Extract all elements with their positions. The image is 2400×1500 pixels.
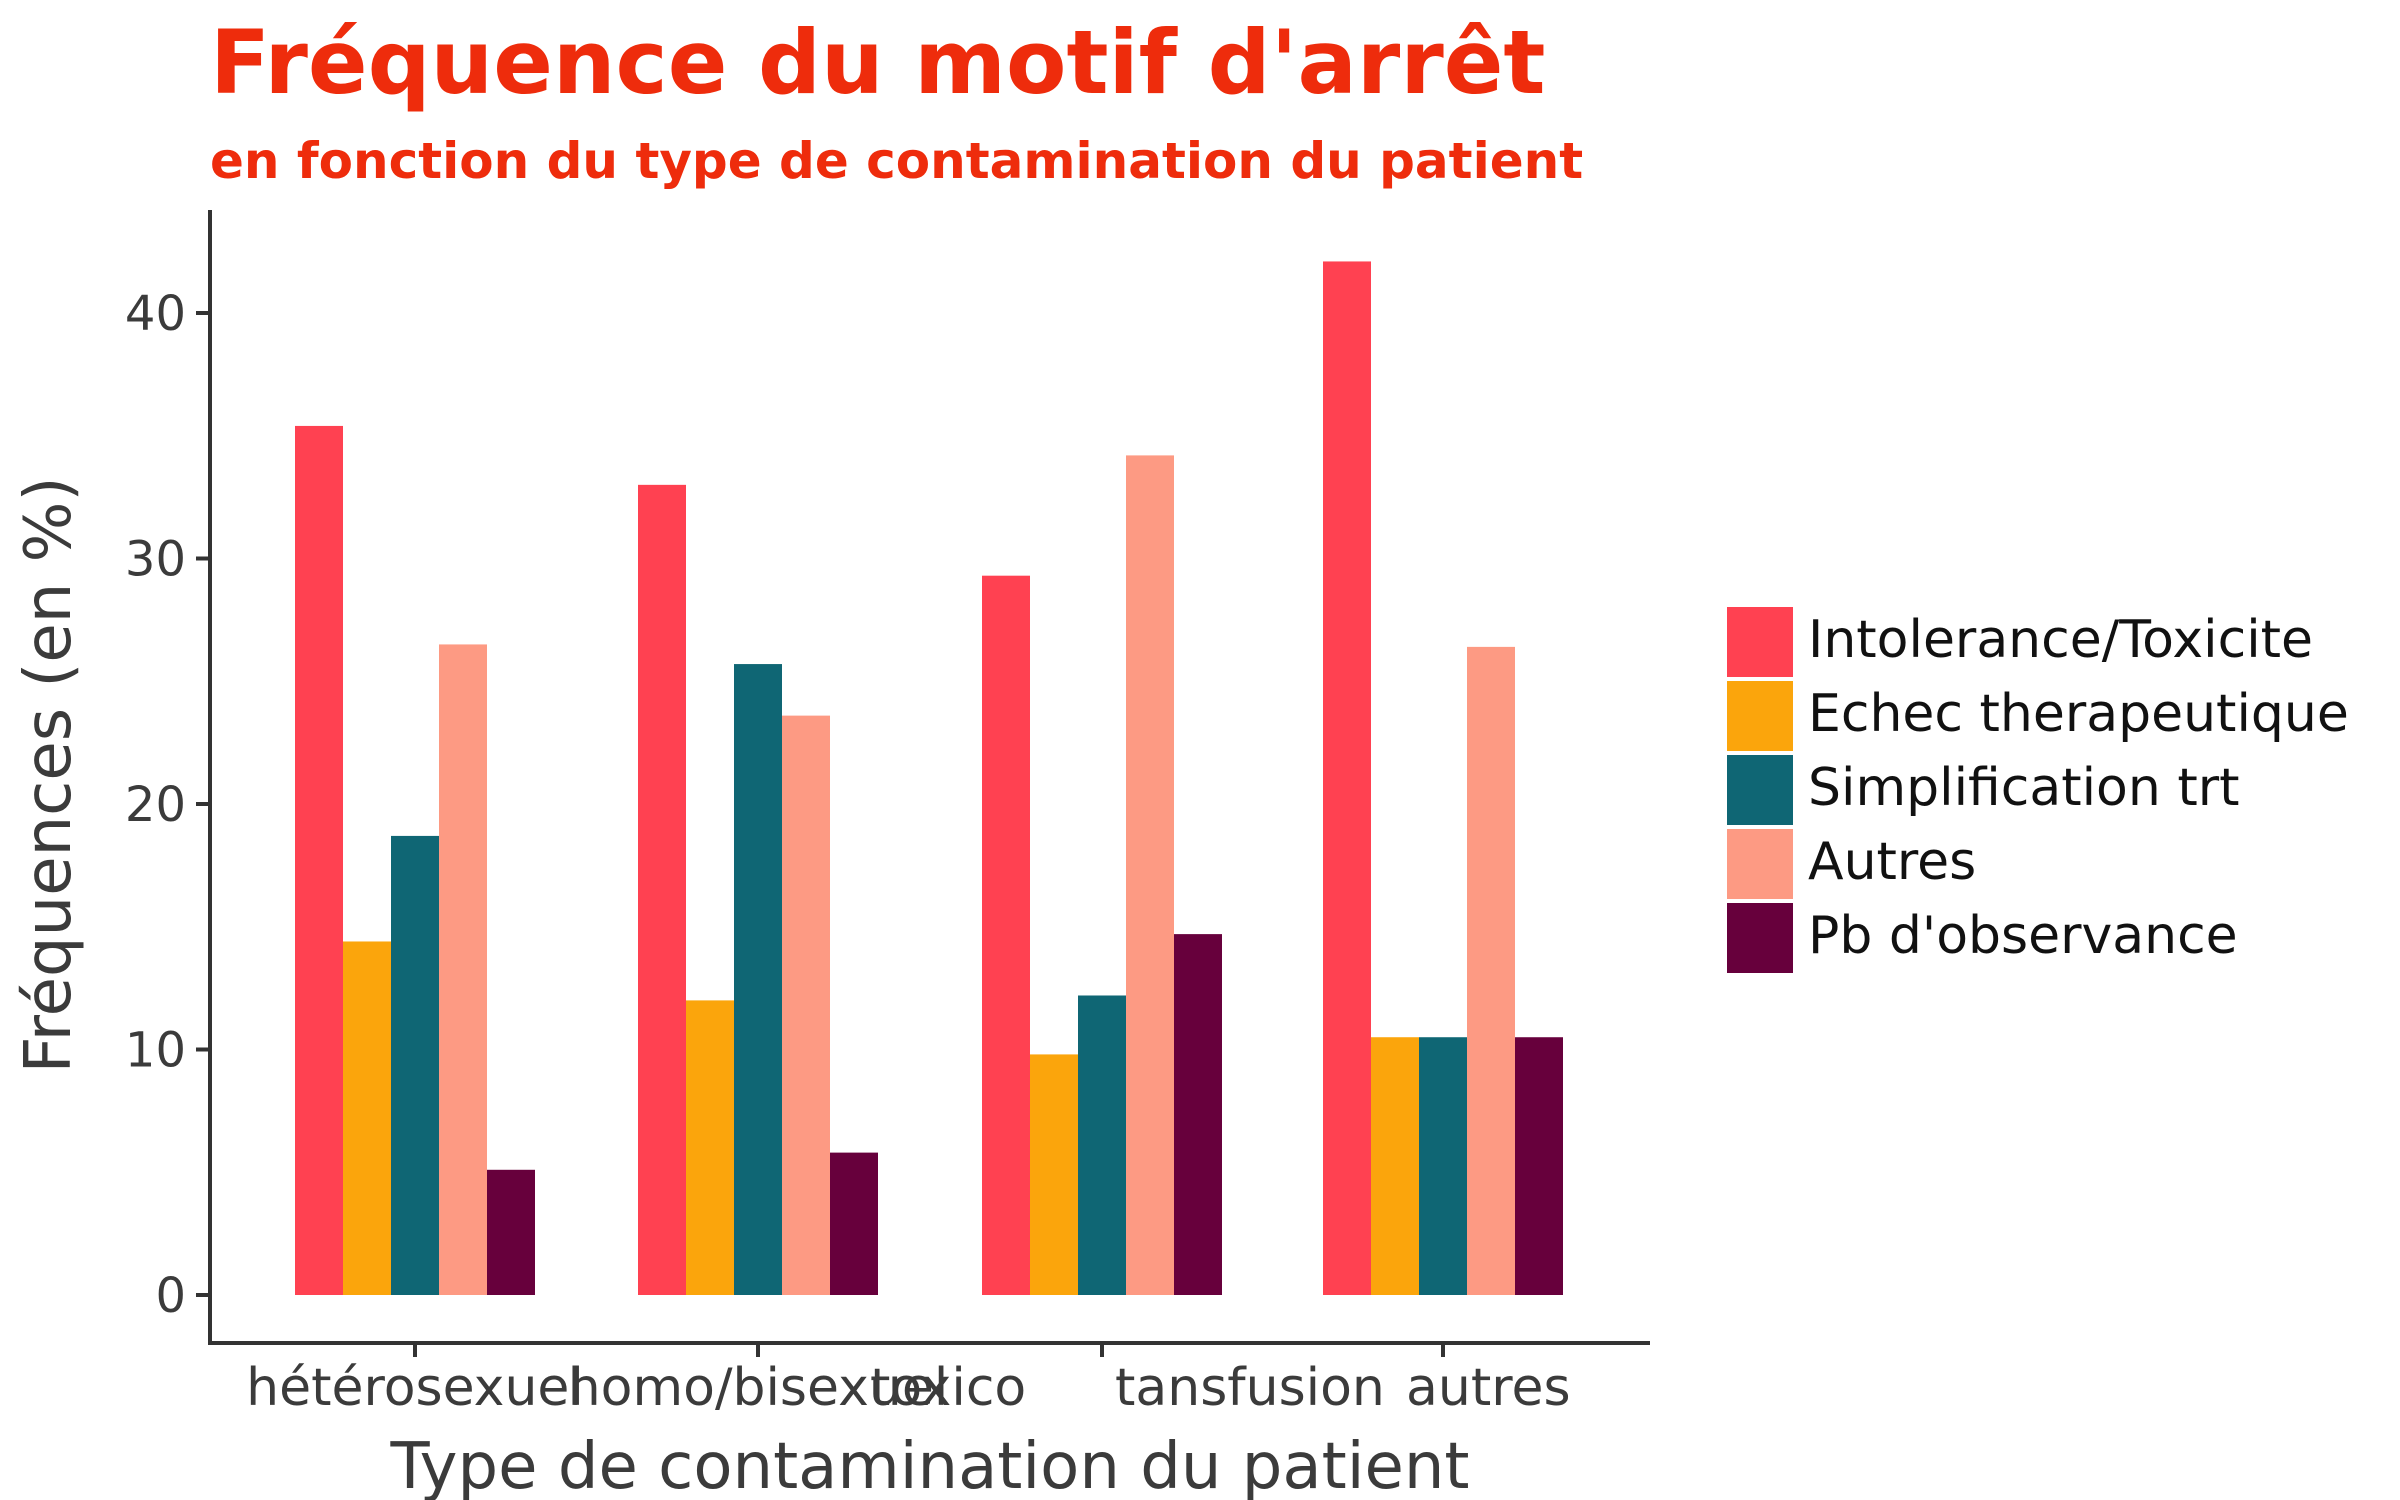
legend: Intolerance/Toxicite Echec therapeutique S…	[1727, 607, 2349, 973]
y-tick-label: 40	[125, 286, 186, 342]
x-tick-label: tansfusion	[1115, 1358, 1385, 1418]
legend-label: Pb d'observance	[1808, 906, 2238, 966]
x-tick-label: homo/bisexuel	[568, 1358, 949, 1418]
bar	[1323, 261, 1371, 1295]
x-axis-title: Type de contamination du patient	[389, 1430, 1469, 1500]
y-tick-label: 0	[155, 1268, 186, 1324]
legend-swatch	[1727, 607, 1793, 677]
legend-swatch	[1727, 903, 1793, 973]
bar	[1030, 1054, 1078, 1295]
chart-title: Fréquence du motif d'arrêt	[210, 11, 1545, 114]
plot-area	[295, 261, 1563, 1296]
legend-swatch	[1727, 829, 1793, 899]
bar	[734, 664, 782, 1295]
legend-label: Autres	[1808, 832, 1976, 892]
x-tick-label: hétérosexuel	[246, 1358, 584, 1418]
bar	[1371, 1037, 1419, 1295]
legend-label: Intolerance/Toxicite	[1808, 610, 2313, 670]
y-axis-title: Fréquences (en %)	[12, 477, 86, 1074]
legend-swatch	[1727, 681, 1793, 751]
x-tick-label: toxico	[870, 1358, 1026, 1418]
bar	[830, 1152, 878, 1295]
bar	[1126, 455, 1174, 1295]
bar	[439, 644, 487, 1295]
x-tick-label: autres	[1406, 1358, 1571, 1418]
y-axis-ticks: 0 10 20 30 40	[125, 286, 210, 1324]
bar	[1174, 934, 1222, 1295]
bar	[343, 941, 391, 1295]
bar	[487, 1169, 535, 1295]
bar	[1078, 995, 1126, 1295]
bar	[1515, 1037, 1563, 1295]
bar	[686, 1000, 734, 1295]
bar	[982, 575, 1030, 1295]
y-tick-label: 10	[125, 1023, 186, 1079]
y-tick-label: 30	[125, 532, 186, 588]
legend-label: Echec therapeutique	[1808, 684, 2349, 744]
chart-subtitle: en fonction du type de contamination du …	[210, 132, 1583, 190]
legend-label: Simplification trt	[1808, 758, 2240, 818]
bar	[638, 484, 686, 1296]
bar	[391, 835, 439, 1295]
legend-swatch	[1727, 755, 1793, 825]
bar	[1467, 646, 1515, 1295]
bar	[782, 715, 830, 1295]
bar	[295, 425, 343, 1295]
bar	[1419, 1037, 1467, 1295]
y-tick-label: 20	[125, 777, 186, 833]
